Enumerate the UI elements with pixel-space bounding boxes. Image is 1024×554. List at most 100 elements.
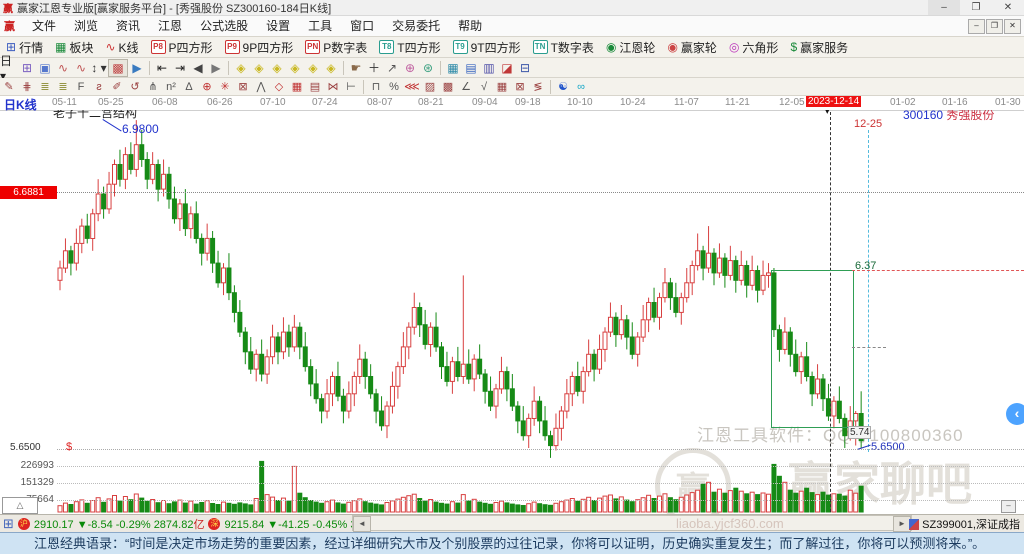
winner-service-button[interactable]: $ 赢家服务 [784, 37, 854, 57]
hexagon-button[interactable]: ◎ 六角形 [723, 37, 785, 57]
levels2-tool-icon[interactable]: ≣ [58, 81, 68, 93]
tack-tool-icon[interactable]: ⊢ [346, 81, 356, 93]
time-division-icon[interactable]: ⋔ [148, 81, 158, 93]
p9-square-button[interactable]: P9 9P四方形 [219, 37, 300, 57]
t9-square-button[interactable]: T9 9T四方形 [447, 37, 527, 57]
pen-tool-icon[interactable]: ✎ [4, 81, 14, 93]
wave-up-icon[interactable]: ⋀ [256, 81, 266, 93]
price-grid-icon[interactable]: ▦ [291, 81, 303, 93]
hatch-box-icon[interactable]: ▩ [442, 81, 454, 93]
maximize-button[interactable]: ❐ [971, 2, 981, 13]
nav-prev-icon[interactable]: ◀ [193, 60, 203, 75]
percent-tool-icon[interactable]: % [389, 80, 399, 93]
calendar-icon[interactable]: ▦ [447, 60, 459, 75]
menu-item-0[interactable]: 文件 [32, 19, 57, 33]
winner-wheel-button[interactable]: ◉ 赢家轮 [661, 37, 723, 57]
collapse-sidebar-button[interactable]: ‹ [1006, 403, 1024, 425]
order-truck-icon[interactable]: ⊟ [519, 60, 531, 75]
info-panel-icon[interactable]: ▣ [39, 60, 51, 75]
mdi-restore-button[interactable]: ❐ [986, 19, 1003, 34]
kline-style-icon[interactable]: ▩ [108, 58, 128, 77]
p-square-button[interactable]: P8 P四方形 [145, 37, 219, 57]
grid-tool-icon[interactable]: ⋕ [22, 81, 32, 93]
square-grid-icon[interactable]: ▦ [496, 81, 508, 93]
indicator-play-icon[interactable]: ▶ [132, 60, 142, 75]
shenzhen-index-icon[interactable]: 深 [208, 518, 221, 530]
angle-tool-icon[interactable]: ∆ [185, 80, 193, 93]
shanghai-index-quote[interactable]: 2910.17 ▼-8.54 -0.29% 2874.82亿 [33, 519, 205, 531]
gann-box[interactable] [771, 270, 854, 428]
menu-item-2[interactable]: 资讯 [116, 19, 141, 33]
volume-minimize-button[interactable]: – [1001, 500, 1016, 513]
trend-line-small2-icon[interactable]: ∿ [75, 60, 87, 75]
board-view-icon[interactable]: ⊞ [21, 60, 33, 75]
t-square-button[interactable]: T8 T四方形 [373, 37, 446, 57]
calculator-icon[interactable]: ▤ [465, 60, 477, 75]
gann-diamond-6-icon[interactable]: ◈ [326, 60, 336, 75]
gann-diamond-5-icon[interactable]: ◈ [308, 60, 318, 75]
nav-first-icon[interactable]: ⇤ [156, 60, 168, 75]
p-number-table-button[interactable]: PN P数字表 [299, 37, 373, 57]
matrix-tool-icon[interactable]: ▤ [309, 81, 321, 93]
scale-dropdown[interactable]: ↕ ▾ [91, 60, 107, 75]
nav-last-icon[interactable]: ⇥ [174, 60, 186, 75]
shanghai-index-icon[interactable]: 沪 [17, 518, 30, 530]
menu-item-7[interactable]: 窗口 [350, 19, 375, 33]
gann-diamond-3-icon[interactable]: ◈ [272, 60, 282, 75]
channel-tool-icon[interactable]: ⊓ [371, 81, 381, 93]
period-day-dropdown[interactable]: 日 ▾ [0, 54, 13, 83]
pen2-tool-icon[interactable]: ✐ [112, 81, 122, 93]
golden-percent-icon[interactable]: ⋘ [404, 81, 420, 93]
cycle-arc-icon[interactable]: ↺ [130, 81, 140, 93]
menu-item-8[interactable]: 交易委托 [392, 19, 441, 33]
menu-item-5[interactable]: 设置 [266, 19, 291, 33]
infinity-icon[interactable]: ∞ [577, 80, 585, 93]
shaded-box-icon[interactable]: ▨ [424, 81, 436, 93]
current-index-ref[interactable]: SZ399001,深证成指 [909, 516, 1020, 532]
report-icon[interactable]: ◪ [501, 60, 513, 75]
nav-next-icon[interactable]: ▶ [211, 60, 221, 75]
levels-tool-icon[interactable]: ≣ [40, 81, 50, 93]
spiral-tool-icon[interactable]: ƨ [96, 80, 102, 93]
fibonacci-f-icon[interactable]: F [77, 80, 85, 93]
cycle-tool-icon[interactable]: ⊛ [422, 60, 434, 75]
bowtie-tool-icon[interactable]: ⋈ [327, 81, 339, 93]
mdi-minimize-button[interactable]: – [968, 19, 985, 34]
gann-diamond-2-icon[interactable]: ◈ [254, 60, 264, 75]
chart-scrollbar[interactable]: ◄ ► [352, 515, 912, 532]
minimize-button[interactable]: – [928, 0, 960, 15]
gann-diamond-1-icon[interactable]: ◈ [236, 60, 246, 75]
scroll-left-button[interactable]: ◄ [353, 516, 371, 532]
menu-item-6[interactable]: 工具 [308, 19, 333, 33]
gann-wheel-button[interactable]: ◉ 江恩轮 [600, 37, 662, 57]
kline-button[interactable]: ∿ K线 [99, 37, 144, 57]
crosshair-tool-icon[interactable]: ＋ [367, 61, 380, 75]
hand-tool-icon[interactable]: ☛ [350, 60, 362, 75]
zigzag-icon[interactable]: ≶ [533, 81, 543, 93]
pointer-line-tool-icon[interactable]: ↗ [386, 60, 398, 75]
gann-circle-icon[interactable]: ⊕ [202, 81, 212, 93]
mdi-close-button[interactable]: ✕ [1004, 19, 1021, 34]
gann-star-icon[interactable]: ✳ [220, 81, 230, 93]
gann-box-icon[interactable]: ⊠ [238, 81, 248, 93]
gann-diamond-4-icon[interactable]: ◈ [290, 60, 300, 75]
save-icon[interactable]: ▥ [483, 60, 495, 75]
sqrt-tool-icon[interactable]: √ [480, 80, 488, 93]
t-number-table-button[interactable]: TN T数字表 [527, 37, 600, 57]
chart-area[interactable] [0, 110, 1024, 515]
quotes-button[interactable]: ⊞ 行情 [0, 37, 49, 57]
menu-item-3[interactable]: 江恩 [158, 19, 183, 33]
close-button[interactable]: ✕ [1003, 2, 1013, 13]
gann-wheel-small-icon[interactable]: ⊕ [404, 60, 416, 75]
n-square-icon[interactable]: n² [166, 80, 176, 93]
diamond-tool-icon[interactable]: ◇ [274, 81, 284, 93]
quote-grid-icon[interactable]: ⊞ [3, 516, 14, 531]
menu-item-4[interactable]: 公式选股 [200, 19, 249, 33]
menu-item-9[interactable]: 帮助 [458, 19, 483, 33]
sectors-button[interactable]: ▦ 板块 [49, 37, 99, 57]
angle-measure-icon[interactable]: ∠ [461, 81, 471, 93]
menu-item-1[interactable]: 浏览 [74, 19, 99, 33]
box-x-icon[interactable]: ⊠ [515, 81, 525, 93]
taiji-icon[interactable]: ☯ [558, 81, 568, 93]
trend-line-small-icon[interactable]: ∿ [57, 60, 69, 75]
